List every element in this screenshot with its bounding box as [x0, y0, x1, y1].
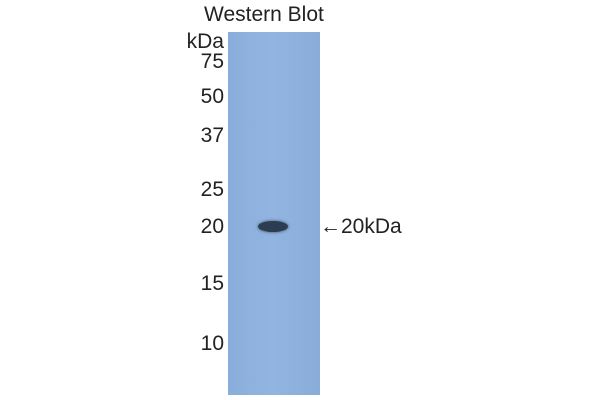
- blot-lane: [228, 32, 320, 395]
- blot-title: Western Blot: [204, 3, 324, 26]
- marker-label: 37: [200, 124, 224, 147]
- marker-label: 20: [200, 215, 224, 238]
- protein-band: [258, 221, 288, 232]
- band-arrow-label: ←20kDa: [320, 215, 402, 238]
- unit-label: kDa: [186, 30, 224, 53]
- marker-label: 50: [200, 85, 224, 108]
- marker-label: 10: [200, 332, 224, 355]
- marker-label: 75: [200, 50, 224, 73]
- marker-label: 15: [200, 272, 224, 295]
- marker-label: 25: [200, 178, 224, 201]
